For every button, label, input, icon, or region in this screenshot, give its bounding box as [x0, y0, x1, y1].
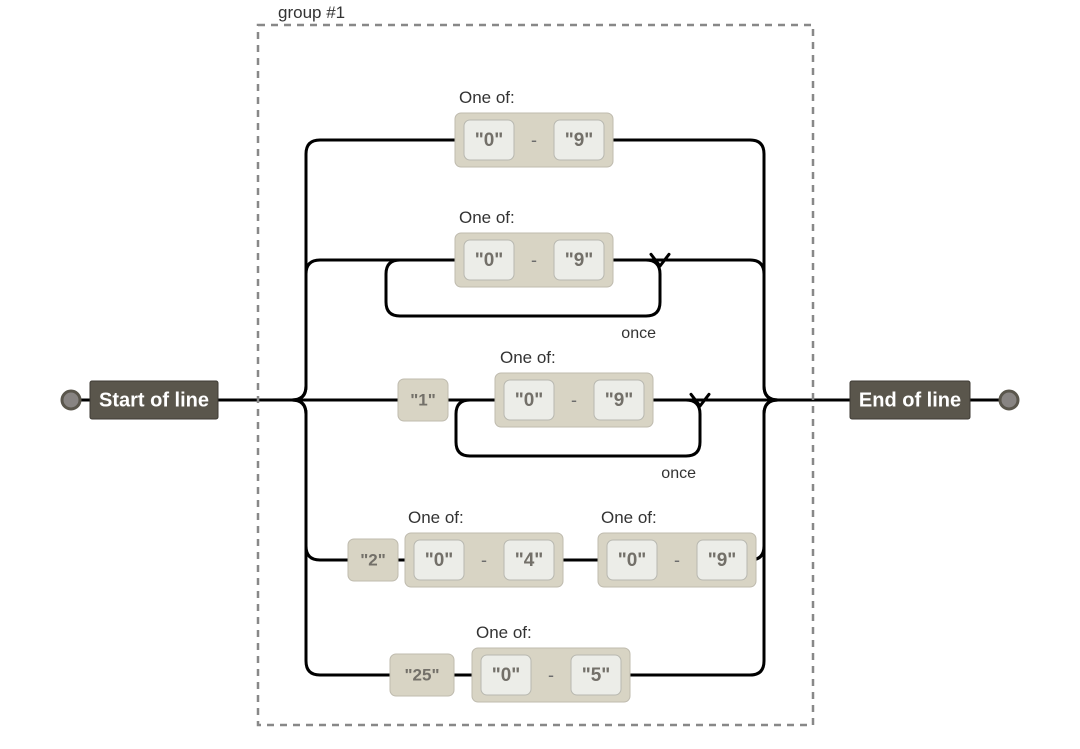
anchor-end-label: End of line — [859, 389, 961, 411]
branch-2-range-hyphen: - — [571, 390, 577, 410]
branch-4-range-char-b-text: "5" — [582, 665, 611, 686]
branch-3-rangeB-hyphen: - — [674, 550, 680, 570]
anchor-start-label: Start of line — [99, 389, 209, 411]
branch-2-literal-text: "1" — [410, 390, 436, 409]
branch-3-rangeA-char-a-text: "0" — [425, 550, 454, 571]
branch-3-rangeA-label: One of: — [408, 508, 464, 527]
branch-2-range-char-a-text: "0" — [515, 390, 544, 411]
branch-1-range-hyphen: - — [531, 250, 537, 270]
terminal-dot-left — [62, 391, 80, 409]
branch-4-range-hyphen: - — [548, 665, 554, 685]
branch-1-loop-once: once — [621, 325, 656, 342]
branch-1-range-char-a-text: "0" — [475, 250, 504, 271]
branch-3-rangeA-hyphen: - — [481, 550, 487, 570]
branch-3-rangeB-char-a-text: "0" — [618, 550, 647, 571]
branch-3-literal-text: "2" — [360, 550, 386, 569]
group-label: group #1 — [278, 3, 345, 22]
branch-0-range-hyphen: - — [531, 130, 537, 150]
branch-2-range-char-b-text: "9" — [605, 390, 634, 411]
branch-1-range-char-b-text: "9" — [565, 250, 594, 271]
branch-3-rangeB-label: One of: — [601, 508, 657, 527]
branch-4-range-label: One of: — [476, 623, 532, 642]
branch-4-range-char-a-text: "0" — [492, 665, 521, 686]
branch-3-rangeA-char-b-text: "4" — [515, 550, 544, 571]
branch-2-range-label: One of: — [500, 348, 556, 367]
branch-0-range-char-a-text: "0" — [475, 130, 504, 151]
branch-0-range-char-b-text: "9" — [565, 130, 594, 151]
branch-0-range-label: One of: — [459, 88, 515, 107]
branch-2-loop-once: once — [661, 465, 696, 482]
branch-3-rangeB-char-b-text: "9" — [708, 550, 737, 571]
branch-4-literal-text: "25" — [404, 665, 439, 684]
terminal-dot-right — [1000, 391, 1018, 409]
branch-1-range-label: One of: — [459, 208, 515, 227]
